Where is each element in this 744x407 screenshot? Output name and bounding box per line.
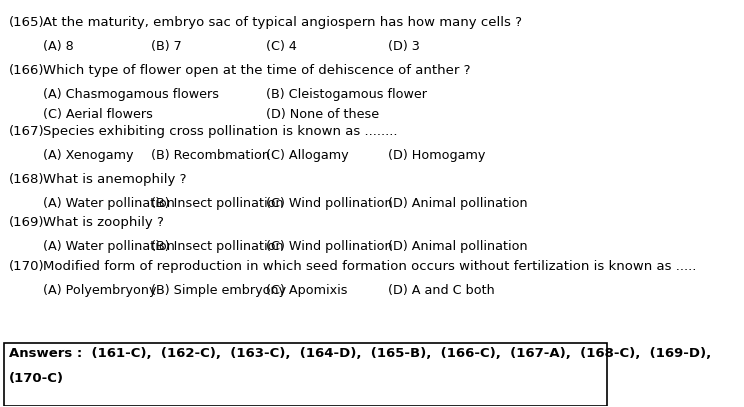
Text: (A) Xenogamy: (A) Xenogamy bbox=[42, 149, 133, 162]
Text: (166): (166) bbox=[9, 64, 44, 77]
Text: (B) 7: (B) 7 bbox=[150, 40, 182, 53]
Text: (D) None of these: (D) None of these bbox=[266, 108, 379, 121]
Text: (C) Aerial flowers: (C) Aerial flowers bbox=[42, 108, 153, 121]
Text: (167): (167) bbox=[9, 125, 45, 138]
Text: (C) 4: (C) 4 bbox=[266, 40, 297, 53]
Text: (D) Animal pollination: (D) Animal pollination bbox=[388, 240, 527, 253]
Text: (D) Animal pollination: (D) Animal pollination bbox=[388, 197, 527, 210]
Text: (169): (169) bbox=[9, 216, 44, 229]
Text: Modified form of reproduction in which seed formation occurs without fertilizati: Modified form of reproduction in which s… bbox=[42, 260, 696, 273]
Text: (D) A and C both: (D) A and C both bbox=[388, 284, 495, 298]
Text: (B) Insect pollination: (B) Insect pollination bbox=[150, 240, 283, 253]
Text: (168): (168) bbox=[9, 173, 44, 186]
Text: (165): (165) bbox=[9, 15, 45, 28]
Text: (D) Homogamy: (D) Homogamy bbox=[388, 149, 485, 162]
Bar bbox=[4, 343, 607, 406]
Text: (B) Cleistogamous flower: (B) Cleistogamous flower bbox=[266, 88, 427, 101]
Text: (A) Polyembryony: (A) Polyembryony bbox=[42, 284, 156, 298]
Text: (C) Apomixis: (C) Apomixis bbox=[266, 284, 347, 298]
Text: (B) Recombmation: (B) Recombmation bbox=[150, 149, 269, 162]
Text: (D) 3: (D) 3 bbox=[388, 40, 420, 53]
Text: (C) Allogamy: (C) Allogamy bbox=[266, 149, 349, 162]
Text: At the maturity, embryo sac of typical angiospern has how many cells ?: At the maturity, embryo sac of typical a… bbox=[42, 15, 522, 28]
Text: (A) Water pollination: (A) Water pollination bbox=[42, 240, 175, 253]
Text: (C) Wind pollination: (C) Wind pollination bbox=[266, 240, 393, 253]
Text: Answers :  (161-C),  (162-C),  (163-C),  (164-D),  (165-B),  (166-C),  (167-A), : Answers : (161-C), (162-C), (163-C), (16… bbox=[9, 347, 711, 360]
Text: (A) Water pollination: (A) Water pollination bbox=[42, 197, 175, 210]
Text: What is zoophily ?: What is zoophily ? bbox=[42, 216, 164, 229]
Text: (C) Wind pollination: (C) Wind pollination bbox=[266, 197, 393, 210]
Text: (170-C): (170-C) bbox=[9, 372, 64, 385]
Text: What is anemophily ?: What is anemophily ? bbox=[42, 173, 186, 186]
Text: (170): (170) bbox=[9, 260, 45, 273]
Text: Which type of flower open at the time of dehiscence of anther ?: Which type of flower open at the time of… bbox=[42, 64, 470, 77]
Text: Species exhibiting cross pollination is known as ........: Species exhibiting cross pollination is … bbox=[42, 125, 397, 138]
Text: (A) 8: (A) 8 bbox=[42, 40, 74, 53]
Text: (B) Insect pollination: (B) Insect pollination bbox=[150, 197, 283, 210]
Text: (A) Chasmogamous flowers: (A) Chasmogamous flowers bbox=[42, 88, 219, 101]
Text: (B) Simple embryony: (B) Simple embryony bbox=[150, 284, 286, 298]
